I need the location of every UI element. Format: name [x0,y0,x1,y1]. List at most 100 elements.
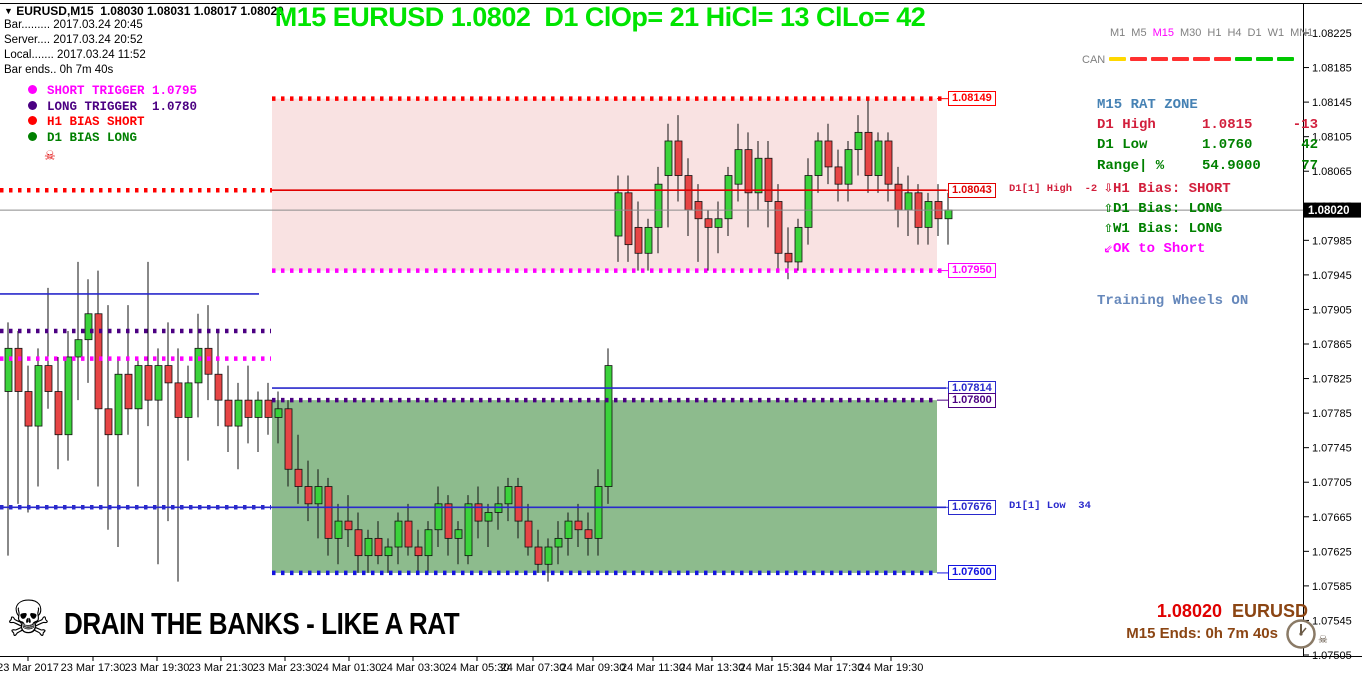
hlines-layer [0,96,1304,576]
candle-down [284,408,293,470]
candle-up [454,529,463,539]
timeframe-button-mn1[interactable]: MN1 [1290,27,1314,39]
candle-up [384,546,393,557]
candle-down [174,382,183,418]
candle-down [324,486,333,539]
can-dash [1130,57,1148,61]
price-tick-label: 1.07905 [1312,304,1352,316]
candle-up [464,503,473,557]
timeframe-button-w1[interactable]: W1 [1267,27,1285,39]
info-row: Bar ends.. 0h 7m 40s [4,64,114,76]
price-tick-label: 1.08145 [1312,97,1352,109]
timeframe-bar: M1 M5 M15 M30 H1 H4 D1 W1 MN1 [1110,27,1314,39]
indicator-legend: SHORT TRIGGER 1.0795 LONG TRIGGER 1.0780 H… [28,84,197,146]
symbol-ohlc-line: ▼ EURUSD,M15 1.08030 1.08031 1.08017 1.0… [4,4,284,18]
candle-down [304,486,313,505]
bias-row: ⇩H1 Bias: SHORT [1097,178,1318,198]
candle-up [274,408,283,418]
can-dash [1256,57,1274,61]
rat-panel-row: Range| % 54.9000 77 [1097,158,1318,178]
candle-up [594,486,603,539]
ok-to-short-row: ⇙OK to Short [1097,238,1318,258]
candle-up [794,226,803,263]
timeframe-button-m15[interactable]: M15 [1152,27,1174,39]
candle-up [154,365,163,401]
candle-up [724,175,733,220]
candle-down [864,131,873,176]
rat-panel-title: M15 RAT ZONE [1097,97,1198,113]
price-tick-label: 1.07985 [1312,235,1352,247]
mini-skull-icon: ☠ [1318,634,1328,646]
candle-down [744,149,753,194]
candle-down [524,520,533,548]
candle-up [654,183,663,228]
clock-icon [1286,619,1316,649]
legend-label: SHORT TRIGGER 1.0795 [47,84,198,98]
timeframe-button-m30[interactable]: M30 [1179,27,1202,39]
time-tick-label: 24 Mar 03:30 [381,662,446,674]
legend-label: D1 BIAS LONG [47,130,138,145]
can-dash [1109,57,1127,61]
timeframe-button-m5[interactable]: M5 [1131,27,1147,39]
price-tick-label: 1.08225 [1312,28,1352,40]
can-dash [1193,57,1211,61]
candle-up [504,486,513,505]
price-tick-label: 1.08105 [1312,132,1352,144]
footer-symbol: EURUSD [1231,601,1308,621]
candle-up [734,149,743,185]
symbol-info: ▼ EURUSD,M15 1.08030 1.08031 1.08017 1.0… [4,4,284,78]
candle-up [564,520,573,539]
candle-up [234,399,243,427]
rat-row-delta: 42 [1301,137,1318,154]
time-tick-label: 23 Mar 21:30 [189,662,254,674]
time-tick-label: 24 Mar 17:30 [799,662,864,674]
timeframe-button-h1[interactable]: H1 [1207,27,1222,39]
timeframe-button-m1[interactable]: M1 [1110,27,1126,39]
can-dash [1235,57,1253,61]
rat-row-label: D1 High [1097,117,1156,134]
can-dash [1172,57,1190,61]
symbol-ohlc-text: EURUSD,M15 1.08030 1.08031 1.08017 1.080… [16,4,284,18]
candle-down [14,347,23,392]
candle-down [144,365,153,401]
candle-up [64,356,73,436]
rat-row-label: D1 Low [1097,137,1148,154]
info-row: Local....... 2017.03.24 11:52 [4,49,146,61]
rat-row-delta: -13 [1292,117,1318,134]
candle-up [424,529,433,557]
candle-up [184,382,193,418]
can-indicator-row: CAN [1082,54,1295,66]
legend-dot-icon [28,85,37,94]
bias-label: H1 Bias: SHORT [1113,180,1231,197]
candle-down [624,192,633,246]
timeframe-button-h4[interactable]: H4 [1227,27,1242,39]
candle-up [364,537,373,557]
candle-up [84,313,93,341]
price-tick-label: 1.07625 [1312,546,1352,558]
can-dashes [1105,54,1295,66]
legend-item: LONG TRIGGER 1.0780 [28,100,197,116]
price-tick-label: 1.08065 [1312,166,1352,178]
training-wheels-status: Training Wheels ON [1097,293,1249,309]
can-dash [1151,57,1169,61]
candle-up [194,347,203,384]
chart-title: M15 EURUSD 1.0802 D1 ClOp= 21 HiCl= 13 C… [274,2,926,32]
bias-row: ⇧W1 Bias: LONG [1097,218,1318,238]
price-tick-label: 1.07545 [1312,615,1352,627]
candle-down [244,399,253,418]
candle-down [374,537,383,557]
timeframe-button-d1[interactable]: D1 [1247,27,1262,39]
candle-up [944,209,953,220]
ok-label: OK to Short [1113,241,1206,258]
can-dash [1277,57,1295,61]
info-row: Bar......... 2017.03.24 20:45 [4,19,143,31]
candle-up [74,339,83,358]
time-info-rows: Bar......... 2017.03.24 20:45 Server.... … [4,18,284,78]
time-tick-label: 24 Mar 07:30 [501,662,566,674]
price-tick-label: 1.07825 [1312,374,1352,386]
long-rat-zone [272,400,937,573]
candle-down [204,347,213,375]
time-tick-label: 24 Mar 01:30 [317,662,382,674]
price-tick-label: 1.07505 [1312,650,1352,662]
